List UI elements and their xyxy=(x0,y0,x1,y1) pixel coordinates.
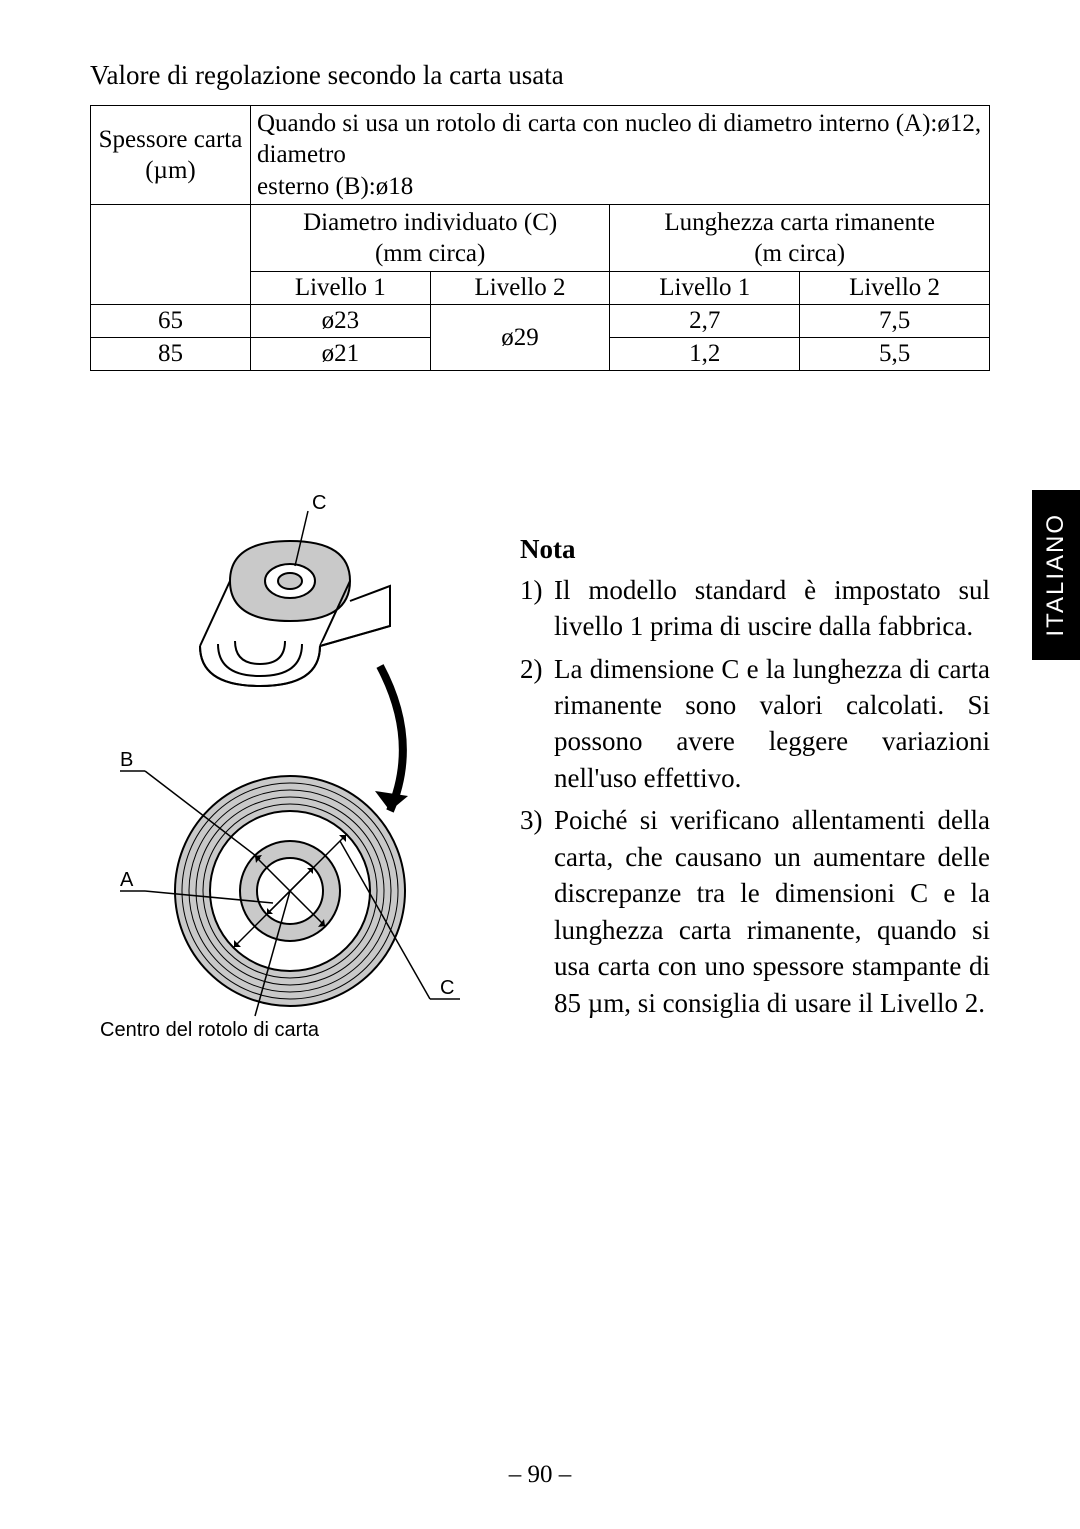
sub-length-l1: Lunghezza carta rimanente xyxy=(616,207,983,238)
header-condition-l2: esterno (B):ø18 xyxy=(257,171,983,202)
cell-thickness-1: 65 xyxy=(91,305,251,338)
diagram-label-b: B xyxy=(120,749,133,771)
sub-length-l2: (m circa) xyxy=(616,238,983,269)
language-tab-label: ITALIANO xyxy=(1042,513,1070,637)
cell-thickness-2: 85 xyxy=(91,338,251,371)
language-tab: ITALIANO xyxy=(1032,490,1080,660)
note-text-3: Poiché si verificano allentamenti della … xyxy=(554,802,990,1021)
note-num-3: 3) xyxy=(520,802,554,1021)
cell-len-l2-2: 5,5 xyxy=(800,338,990,371)
note-text-1: Il modello standard è impostato sul live… xyxy=(554,572,990,645)
col-l-lvl1: Livello 1 xyxy=(610,272,800,305)
diagram-label-c-bottom: C xyxy=(440,977,454,999)
cell-d-l2: ø29 xyxy=(430,305,610,371)
notes-section: Nota 1) Il modello standard è impostato … xyxy=(520,491,990,1056)
note-item: 2) La dimensione C e la lunghezza di car… xyxy=(520,651,990,797)
diagram-label-a: A xyxy=(120,869,134,891)
page-title: Valore di regolazione secondo la carta u… xyxy=(90,60,990,91)
note-num-2: 2) xyxy=(520,651,554,797)
sub-length: Lunghezza carta rimanente (m circa) xyxy=(610,204,990,272)
diagram-caption: Centro del rotolo di carta xyxy=(100,1019,320,1041)
cell-d-l1-1: ø23 xyxy=(251,305,431,338)
paper-roll-diagram: C xyxy=(90,491,490,1056)
cell-d-l1-2: ø21 xyxy=(251,338,431,371)
sub-diameter-l1: Diametro individuato (C) xyxy=(257,207,603,238)
col-d-lvl1: Livello 1 xyxy=(251,272,431,305)
diagram-label-c-top: C xyxy=(312,492,326,514)
header-thickness-l1: Spessore carta xyxy=(97,124,244,155)
note-text-2: La dimensione C e la lunghezza di carta … xyxy=(554,651,990,797)
sub-diameter-l2: (mm circa) xyxy=(257,238,603,269)
header-thickness: Spessore carta (µm) xyxy=(91,106,251,205)
note-num-1: 1) xyxy=(520,572,554,645)
sub-diameter: Diametro individuato (C) (mm circa) xyxy=(251,204,610,272)
note-item: 1) Il modello standard è impostato sul l… xyxy=(520,572,990,645)
adjustment-table: Spessore carta (µm) Quando si usa un rot… xyxy=(90,105,990,371)
blank-cell xyxy=(91,204,251,305)
col-d-lvl2: Livello 2 xyxy=(430,272,610,305)
cell-len-l1-1: 2,7 xyxy=(610,305,800,338)
cell-len-l1-2: 1,2 xyxy=(610,338,800,371)
notes-heading: Nota xyxy=(520,531,990,567)
header-condition-l1: Quando si usa un rotolo di carta con nuc… xyxy=(257,108,983,171)
cell-len-l2-1: 7,5 xyxy=(800,305,990,338)
header-thickness-l2: (µm) xyxy=(97,155,244,186)
col-l-lvl2: Livello 2 xyxy=(800,272,990,305)
page-number: – 90 – xyxy=(0,1461,1080,1489)
table-row: 65 ø23 ø29 2,7 7,5 xyxy=(91,305,990,338)
header-condition: Quando si usa un rotolo di carta con nuc… xyxy=(251,106,990,205)
note-item: 3) Poiché si verificano allentamenti del… xyxy=(520,802,990,1021)
